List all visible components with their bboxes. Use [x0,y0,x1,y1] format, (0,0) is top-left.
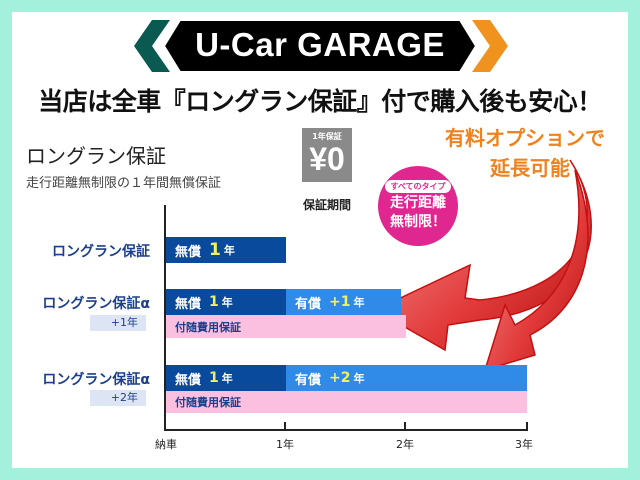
price-value: ¥0 [309,141,345,177]
segment-name: 有償 [295,296,322,312]
tick-2 [404,422,406,430]
segment-unit: 年 [221,296,233,309]
segment-unit: 年 [223,244,235,257]
tick-label-0: 納車 [155,438,177,451]
section-title: ロングラン保証 [26,144,166,168]
row2-incidental-bar: 付随費用保証 [166,315,406,338]
row-tag-3: +2年 [90,390,146,406]
unlimited-mileage-badge: すべてのタイプ 走行距離 無制限！ [378,166,458,246]
tick-label-2: 2年 [396,438,414,451]
segment-name: 有償 [295,372,322,388]
row3-free-bar: 無償 1 年 [166,365,286,391]
tick-label-3: 3年 [515,438,533,451]
badge-line1: 走行距離 [390,195,446,211]
price-label: 1年保証 [312,132,342,141]
segment-unit: 年 [353,296,365,309]
badge-line2: 無制限！ [390,214,446,230]
tick-3 [526,422,528,430]
row1-free-bar: 無償 1 年 [166,237,286,263]
segment-num: +1 [329,294,351,310]
row-label-1: ロングラン保証 [52,244,150,260]
option-text-line1: 有料オプションで [445,126,605,150]
row2-free-bar: 無償 1 年 [166,289,286,315]
segment-unit: 年 [353,372,365,385]
row-label-3: ロングラン保証α [42,372,150,388]
banner-hexagon [162,19,478,73]
section-subtitle: 走行距離無制限の１年間無償保証 [26,176,222,191]
headline: 当店は全車『ロングラン保証』付で購入後も安心！ [38,87,602,116]
segment-name: 無償 [175,244,202,260]
segment-num: 1 [209,294,219,310]
row3-paid-bar: 有償 +2 年 [286,365,527,391]
segment-num: +2 [329,370,351,386]
banner-title: U-Car GARAGE [195,26,445,63]
curved-arrow-icon [373,159,592,372]
tick-1 [284,422,286,430]
badge-pill: すべてのタイプ [385,180,451,193]
row3-incidental-bar: 付随費用保証 [166,391,527,413]
segment-name: 無償 [175,296,202,312]
row-tag-2: +1年 [90,315,146,331]
segment-name: 無償 [175,372,202,388]
row2-paid-bar: 有償 +1 年 [286,289,401,315]
segment-num: 1 [209,370,219,386]
segment-num: 1 [209,240,221,260]
left-chevron-icon [134,20,170,72]
right-chevron-icon [472,20,508,72]
chart-y-axis [164,205,166,431]
option-text-line2: 延長可能 [490,156,570,180]
banner-shape [134,19,508,73]
segment-unit: 年 [221,372,233,385]
row-label-2: ロングラン保証α [42,296,150,312]
period-label: 保証期間 [303,198,352,212]
tick-label-1: 1年 [276,438,294,451]
chart-x-axis [164,429,528,431]
price-box: 1年保証 ¥0 [302,128,352,182]
